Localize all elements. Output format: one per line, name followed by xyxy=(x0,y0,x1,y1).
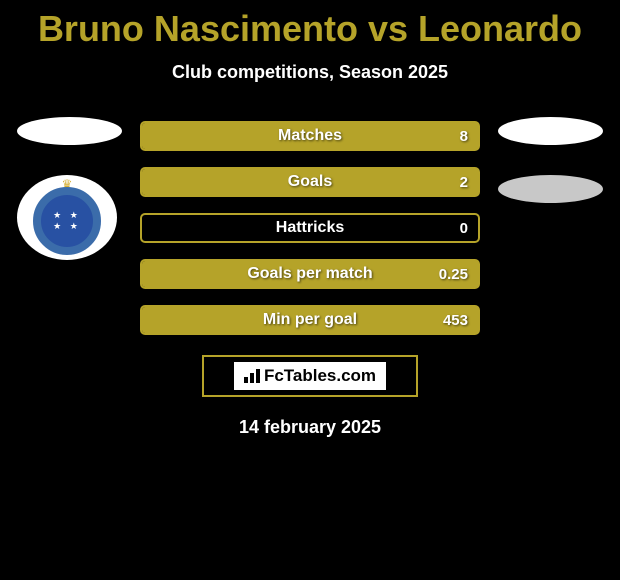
team-left-ellipse xyxy=(17,117,122,145)
stat-label: Hattricks xyxy=(276,219,344,237)
branding-text: FcTables.com xyxy=(234,362,386,390)
stat-bar-matches: Matches 8 xyxy=(140,121,480,151)
stat-label: Goals xyxy=(288,173,332,191)
stat-value: 0 xyxy=(460,220,468,237)
page-title: Bruno Nascimento vs Leonardo xyxy=(8,8,612,50)
branding-box: FcTables.com xyxy=(202,355,418,397)
stat-bar-goals-per-match: Goals per match 0.25 xyxy=(140,259,480,289)
stat-value: 453 xyxy=(443,312,468,329)
left-logo-column: ♛ ★ ★★ ★ xyxy=(17,117,122,260)
stars-icon: ★ ★★ ★ xyxy=(53,210,81,232)
stat-bar-min-per-goal: Min per goal 453 xyxy=(140,305,480,335)
badge-inner: ★ ★★ ★ xyxy=(33,187,101,255)
team-right-ellipse-1 xyxy=(498,117,603,145)
main-container: Bruno Nascimento vs Leonardo Club compet… xyxy=(0,0,620,446)
branding-label: FcTables.com xyxy=(264,366,376,386)
stats-column: Matches 8 Goals 2 Hattricks 0 Goals per … xyxy=(140,121,480,335)
chart-icon xyxy=(244,369,260,383)
stat-value: 8 xyxy=(460,128,468,145)
stat-label: Goals per match xyxy=(247,265,372,283)
stat-value: 2 xyxy=(460,174,468,191)
content-row: ♛ ★ ★★ ★ Matches 8 Goals 2 Hattricks 0 xyxy=(8,121,612,335)
stat-value: 0.25 xyxy=(439,266,468,283)
team-left-badge: ♛ ★ ★★ ★ xyxy=(17,175,117,260)
stat-bar-hattricks: Hattricks 0 xyxy=(140,213,480,243)
subtitle: Club competitions, Season 2025 xyxy=(8,62,612,83)
stat-bar-goals: Goals 2 xyxy=(140,167,480,197)
stat-label: Min per goal xyxy=(263,311,357,329)
right-logo-column xyxy=(498,117,603,203)
stat-label: Matches xyxy=(278,127,342,145)
date-text: 14 february 2025 xyxy=(8,417,612,438)
team-right-ellipse-2 xyxy=(498,175,603,203)
